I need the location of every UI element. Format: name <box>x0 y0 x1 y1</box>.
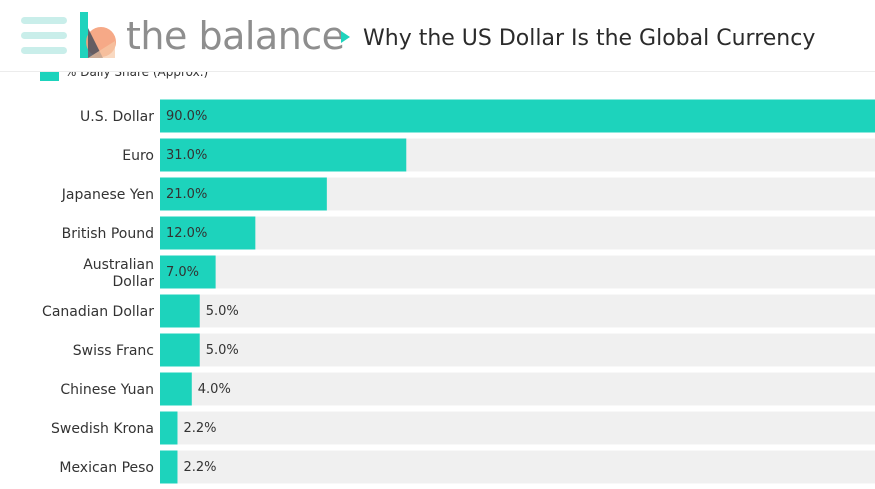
bar <box>160 372 192 406</box>
bar <box>160 99 875 133</box>
bar <box>160 294 200 328</box>
hamburger-menu-icon[interactable] <box>21 17 67 55</box>
value-label: 12.0% <box>166 226 207 241</box>
bar-track <box>160 450 875 484</box>
bar <box>160 333 200 367</box>
breadcrumb-arrow-icon <box>341 31 350 43</box>
bar-track <box>160 411 875 445</box>
page-title[interactable]: Why the US Dollar Is the Global Currency <box>363 26 816 51</box>
legend-swatch <box>40 70 59 81</box>
bar-track <box>160 255 875 289</box>
value-label: 7.0% <box>166 265 199 280</box>
brand-name[interactable]: the balance <box>126 14 345 58</box>
category-label: Swedish Krona <box>51 421 154 437</box>
bar-track <box>160 333 875 367</box>
bar <box>160 216 256 250</box>
category-label: Canadian Dollar <box>42 304 154 320</box>
bar <box>160 255 216 289</box>
value-label: 2.2% <box>183 460 216 475</box>
site-header: the balance Why the US Dollar Is the Glo… <box>0 0 875 72</box>
bar <box>160 411 178 445</box>
bar-track <box>160 216 875 250</box>
bar <box>160 177 327 211</box>
value-label: 4.0% <box>198 382 231 397</box>
bar-track <box>160 372 875 406</box>
value-label: 5.0% <box>206 343 239 358</box>
bar-track <box>160 294 875 328</box>
category-label: Mexican Peso <box>59 460 154 476</box>
category-label: Euro <box>122 148 154 164</box>
value-label: 21.0% <box>166 187 207 202</box>
category-label: British Pound <box>62 226 154 242</box>
value-label: 2.2% <box>183 421 216 436</box>
the-balance-logo-icon[interactable] <box>79 11 117 59</box>
category-label: Chinese Yuan <box>60 382 154 398</box>
category-label: Australian Dollar <box>83 257 154 290</box>
value-label: 31.0% <box>166 148 207 163</box>
category-label: Swiss Franc <box>73 343 154 359</box>
value-label: 90.0% <box>166 109 207 124</box>
category-label: Japanese Yen <box>61 187 154 203</box>
bar <box>160 450 178 484</box>
category-label: U.S. Dollar <box>80 109 154 125</box>
bar <box>160 138 407 172</box>
value-label: 5.0% <box>206 304 239 319</box>
